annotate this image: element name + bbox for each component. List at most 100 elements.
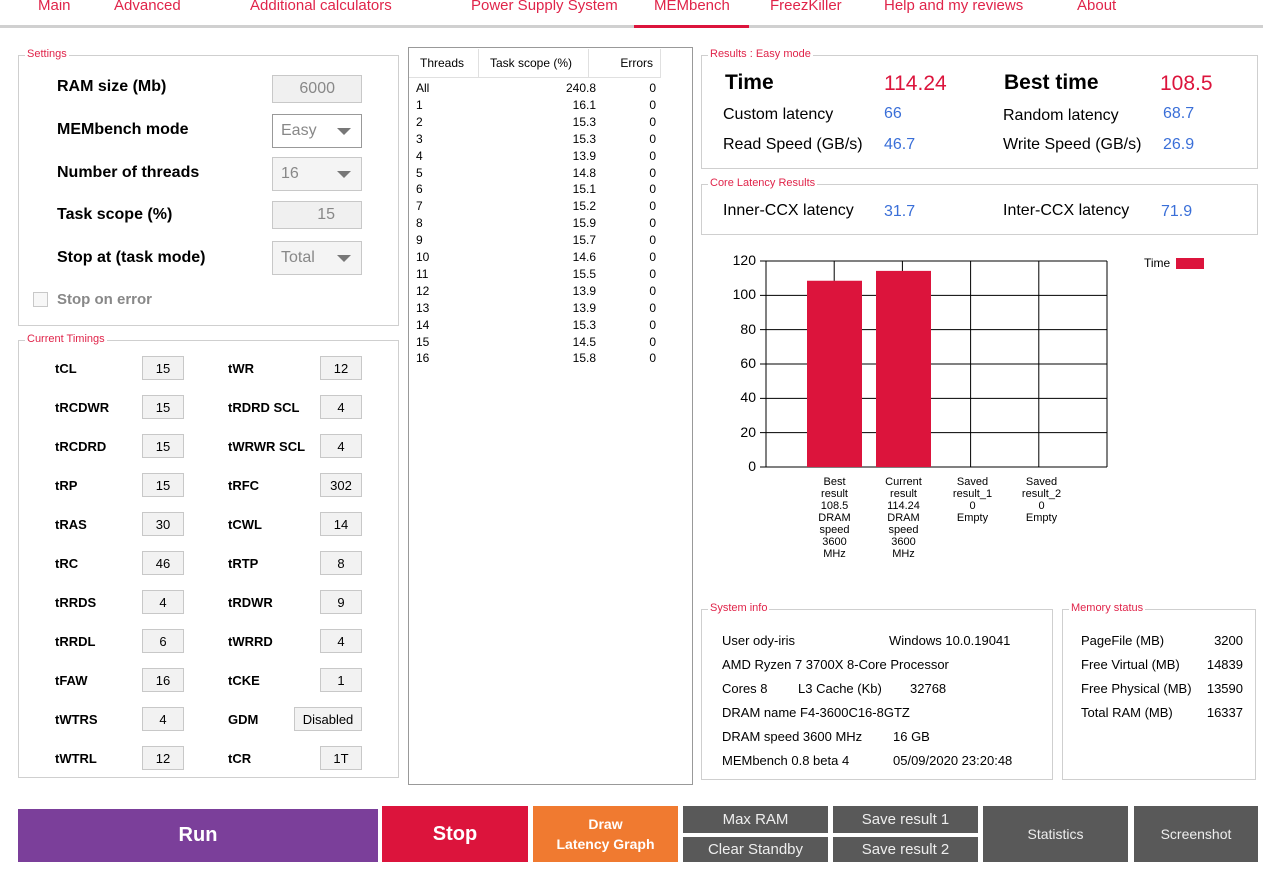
save-result-1-button[interactable]: Save result 1 xyxy=(833,806,978,833)
x-category-label-line: MHz xyxy=(892,548,915,560)
timing-value: 4 xyxy=(320,434,362,458)
errors-value: 0 xyxy=(649,114,656,129)
clear-standby-button[interactable]: Clear Standby xyxy=(683,837,828,862)
threads-label: Number of threads xyxy=(57,164,200,181)
tab-power-supply-system[interactable]: Power Supply System xyxy=(471,0,618,14)
ram-size-input[interactable]: 6000 xyxy=(272,75,362,103)
x-category-label-line: Saved xyxy=(1025,476,1058,488)
threads-select[interactable]: 16 xyxy=(272,157,362,191)
tab-help-reviews[interactable]: Help and my reviews xyxy=(884,0,1024,14)
read-speed-value: 46.7 xyxy=(884,136,916,153)
chevron-down-icon xyxy=(337,128,351,135)
thread-id: 11 xyxy=(416,266,429,281)
tab-advanced[interactable]: Advanced xyxy=(114,0,181,14)
read-speed-label: Read Speed (GB/s) xyxy=(723,136,863,153)
timing-value: 302 xyxy=(320,473,362,497)
thread-id: All xyxy=(416,81,430,95)
table-row: 4 13.9 0 xyxy=(416,149,666,166)
legend-label: Time xyxy=(1144,256,1171,270)
timing-value: 4 xyxy=(320,629,362,653)
memory-status-label: PageFile (MB) xyxy=(1081,633,1165,648)
statistics-button[interactable]: Statistics xyxy=(983,806,1128,862)
memory-status-title: Memory status xyxy=(1069,602,1146,614)
tab-freezkiller[interactable]: FreezKiller xyxy=(770,0,842,14)
table-row: 12 13.9 0 xyxy=(416,284,666,301)
tab-about[interactable]: About xyxy=(1077,0,1117,14)
dram-speed-info: DRAM speed 3600 MHz xyxy=(722,729,863,744)
memory-status-label: Total RAM (MB) xyxy=(1081,705,1173,720)
thread-id: 7 xyxy=(416,199,423,214)
thread-id: 4 xyxy=(416,148,423,163)
inner-ccx-value: 31.7 xyxy=(884,203,916,220)
task-scope-value: 15.3 xyxy=(572,114,596,129)
stop-button[interactable]: Stop xyxy=(382,806,528,862)
bar-2 xyxy=(876,270,931,467)
save-result-2-button[interactable]: Save result 2 xyxy=(833,837,978,862)
timing-label: GDM xyxy=(228,712,259,727)
time-bar-chart: 0 20 40 60 80 100 120 Best result 108.5 DRAM speed 3… xyxy=(700,245,1260,590)
x-category-label-line: Saved xyxy=(956,476,989,488)
memory-status-label: Free Physical (MB) xyxy=(1081,681,1192,696)
cores-info: Cores 8 xyxy=(722,681,768,696)
stop-on-error-label: Stop on error xyxy=(57,291,153,308)
memory-status-value: 13590 xyxy=(1206,681,1243,696)
tab-main[interactable]: Main xyxy=(38,0,71,14)
draw-latency-graph-button[interactable]: Draw Latency Graph xyxy=(533,806,678,862)
stop-mode-value: Total xyxy=(281,249,315,266)
dram-name-info: DRAM name F4-3600C16-8GTZ xyxy=(722,705,910,720)
x-category-label-line: result_2 xyxy=(1021,488,1062,500)
os-info: Windows 10.0.19041 xyxy=(889,633,1011,648)
chart-plot xyxy=(760,260,1108,468)
screenshot-button[interactable]: Screenshot xyxy=(1134,806,1258,862)
x-category-label-line: Empty xyxy=(956,512,989,524)
x-category-label-line: DRAM xyxy=(887,512,920,524)
errors-value: 0 xyxy=(649,216,656,231)
stop-mode-select[interactable]: Total xyxy=(272,241,362,275)
cpu-info: AMD Ryzen 7 3700X 8-Core Processor xyxy=(722,657,949,672)
custom-latency-value: 66 xyxy=(884,105,902,122)
max-ram-button[interactable]: Max RAM xyxy=(683,806,828,833)
active-tab-indicator xyxy=(634,25,749,28)
memory-status-label: Free Virtual (MB) xyxy=(1081,657,1180,672)
stop-on-error-checkbox[interactable] xyxy=(33,292,48,307)
errors-value: 0 xyxy=(649,283,656,298)
thread-id: 3 xyxy=(416,131,423,146)
thread-id: 8 xyxy=(416,216,423,231)
task-scope-value: 13.9 xyxy=(572,283,596,298)
scope-input[interactable]: 15 xyxy=(272,201,362,229)
timing-value: Disabled xyxy=(294,707,362,731)
x-category-label-line: result xyxy=(821,488,848,500)
threads-table xyxy=(408,47,693,785)
bar-1 xyxy=(807,280,862,467)
x-category-label-line: 108.5 xyxy=(820,500,849,512)
x-category-label-line: Current xyxy=(885,476,922,488)
ram-size-label: RAM size (Mb) xyxy=(57,78,167,95)
threads-value: 16 xyxy=(281,165,299,182)
run-button[interactable]: Run xyxy=(18,809,378,862)
scope-label: Task scope (%) xyxy=(57,206,173,223)
task-scope-value: 14.6 xyxy=(572,250,596,264)
system-info-title: System info xyxy=(708,602,770,614)
y-tick-label: 20 xyxy=(740,423,756,440)
timing-label: tRCDWR xyxy=(55,400,110,415)
errors-value: 0 xyxy=(649,182,656,197)
table-row: 14 15.3 0 xyxy=(416,318,666,335)
memory-status-value: 14839 xyxy=(1206,657,1243,672)
tab-additional-calculators[interactable]: Additional calculators xyxy=(250,0,392,14)
timing-label: tRP xyxy=(55,478,78,493)
errors-value: 0 xyxy=(649,266,656,281)
settings-group: Settings xyxy=(18,48,399,326)
timing-label: tRDRD SCL xyxy=(228,400,300,415)
table-row: 2 15.3 0 xyxy=(416,115,666,132)
task-scope-value: 13.9 xyxy=(572,148,596,163)
errors-value: 0 xyxy=(649,148,656,163)
timing-label: tRDWR xyxy=(228,595,273,610)
timing-value: 12 xyxy=(142,746,184,770)
x-category-label: Saved result_2 0 Empty xyxy=(1012,476,1072,524)
tab-membench[interactable]: MEMbench xyxy=(654,0,730,14)
thread-id: 1 xyxy=(416,97,423,112)
errors-value: 0 xyxy=(649,334,656,349)
timing-value: 15 xyxy=(142,395,184,419)
timing-label: tRTP xyxy=(228,556,259,571)
mode-select[interactable]: Easy xyxy=(272,114,362,148)
